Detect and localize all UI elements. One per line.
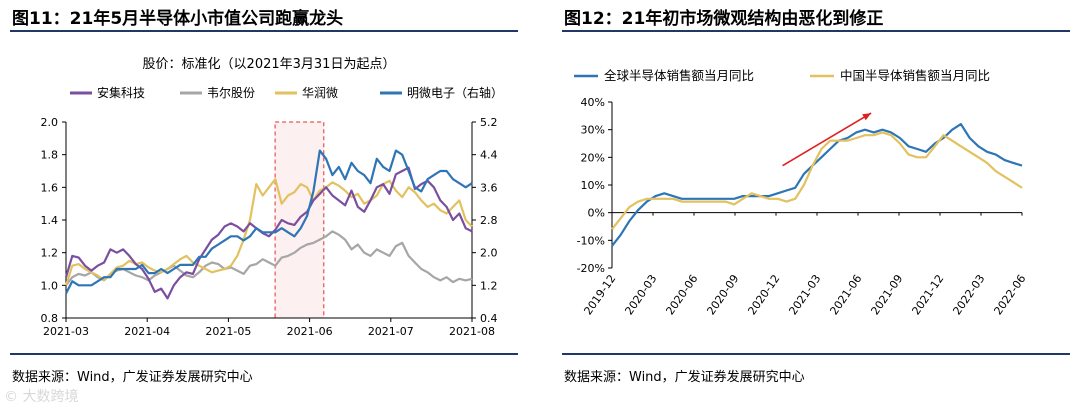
x-tick-label: 2021-08 (449, 325, 495, 338)
y-tick-label-left: 1.6 (41, 181, 59, 194)
x-tick-label: 2019-12 (581, 272, 618, 317)
stock-price-chart: 股价：标准化（以2021年3月31日为起点） 安集科技 韦尔股份 华润微 明微电子（右轴… (41, 57, 504, 338)
title-rule (562, 30, 1070, 32)
figure-11-panel: 图11：21年5月半导体小市值公司跑赢龙头 股价：标准化（以2021年3月31日… (0, 0, 528, 409)
trend-arrow-shaft (782, 112, 872, 167)
series-line (611, 131, 1023, 230)
y-tick-label: -20% (577, 262, 605, 275)
figure-12-title: 图12：21年初市场微观结构由恶化到修正 (564, 9, 884, 29)
y-tick-label: 0% (588, 207, 605, 220)
y-tick-label: 20% (581, 151, 605, 164)
y-tick-label-right: 0.4 (480, 312, 498, 325)
y-tick-label: 30% (581, 124, 605, 137)
y-tick-label-left: 1.4 (41, 214, 59, 227)
legend-label: 安集科技 (97, 85, 145, 100)
y-tick-label: 40% (581, 96, 605, 109)
watermark: © 大数跨境 (4, 389, 79, 405)
semiconductor-sales-chart: 全球半导体销售额当月同比 中国半导体销售额当月同比 -20% -10% 0% 10% 20%… (574, 68, 1028, 317)
series-line (611, 122, 1023, 247)
y-tick-label-right: 3.6 (480, 181, 498, 194)
y-tick-label-right: 2.8 (480, 214, 498, 227)
x-tick-label: 2021-03 (43, 325, 89, 338)
y-tick-label-left: 1.8 (41, 149, 59, 162)
y-tick-label-right: 5.2 (480, 116, 498, 129)
x-tick-label: 2021-09 (868, 272, 905, 317)
y-tick-label-left: 0.8 (41, 312, 59, 325)
legend-label: 全球半导体销售额当月同比 (604, 68, 754, 83)
x-tick-label: 2022-06 (991, 272, 1028, 317)
y-tick-label-left: 2.0 (41, 116, 59, 129)
y-tick-label-right: 2.0 (480, 247, 498, 260)
legend-label: 中国半导体销售额当月同比 (840, 68, 990, 83)
figure-12-panel: 图12：21年初市场微观结构由恶化到修正 全球半导体销售额当月同比 中国半导体销售… (552, 0, 1080, 409)
series-line (65, 230, 473, 286)
source-rule (10, 353, 518, 355)
trend-arrow-head (862, 113, 872, 121)
series-line (64, 166, 473, 300)
y-tick-label-left: 1.2 (41, 247, 59, 260)
y-tick-label: -10% (577, 234, 605, 247)
x-tick-label: 2020-09 (704, 272, 741, 317)
y-tick-label: 10% (581, 179, 605, 192)
legend-label: 华润微 (302, 86, 338, 100)
x-tick-label: 2020-06 (663, 272, 700, 317)
legend-label: 韦尔股份 (207, 85, 255, 100)
figure-11-source: 数据来源：Wind，广发证券发展研究中心 (12, 370, 253, 385)
y-tick-label-right: 1.2 (480, 279, 498, 292)
y-tick-label-left: 1.0 (41, 279, 59, 292)
x-tick-label: 2021-06 (287, 325, 333, 338)
x-tick-label: 2021-06 (827, 272, 864, 317)
x-tick-label: 2021-12 (909, 272, 946, 317)
title-rule (10, 30, 518, 32)
x-tick-label: 2020-12 (745, 272, 782, 317)
x-tick-label: 2021-07 (368, 325, 414, 338)
series-line (65, 149, 473, 295)
x-tick-label: 2021-05 (205, 325, 251, 338)
chart-subtitle: 股价：标准化（以2021年3月31日为起点） (143, 57, 396, 72)
x-tick-label: 2021-04 (124, 325, 170, 338)
x-tick-label: 2021-03 (786, 272, 823, 317)
x-tick-label: 2020-03 (622, 272, 659, 317)
legend-label: 明微电子（右轴） (407, 85, 503, 100)
figure-11-title: 图11：21年5月半导体小市值公司跑赢龙头 (12, 9, 344, 29)
x-tick-label: 2022-03 (950, 272, 987, 317)
figure-12-source: 数据来源：Wind，广发证券发展研究中心 (564, 370, 805, 385)
source-rule (562, 353, 1070, 355)
y-tick-label-right: 4.4 (480, 149, 498, 162)
